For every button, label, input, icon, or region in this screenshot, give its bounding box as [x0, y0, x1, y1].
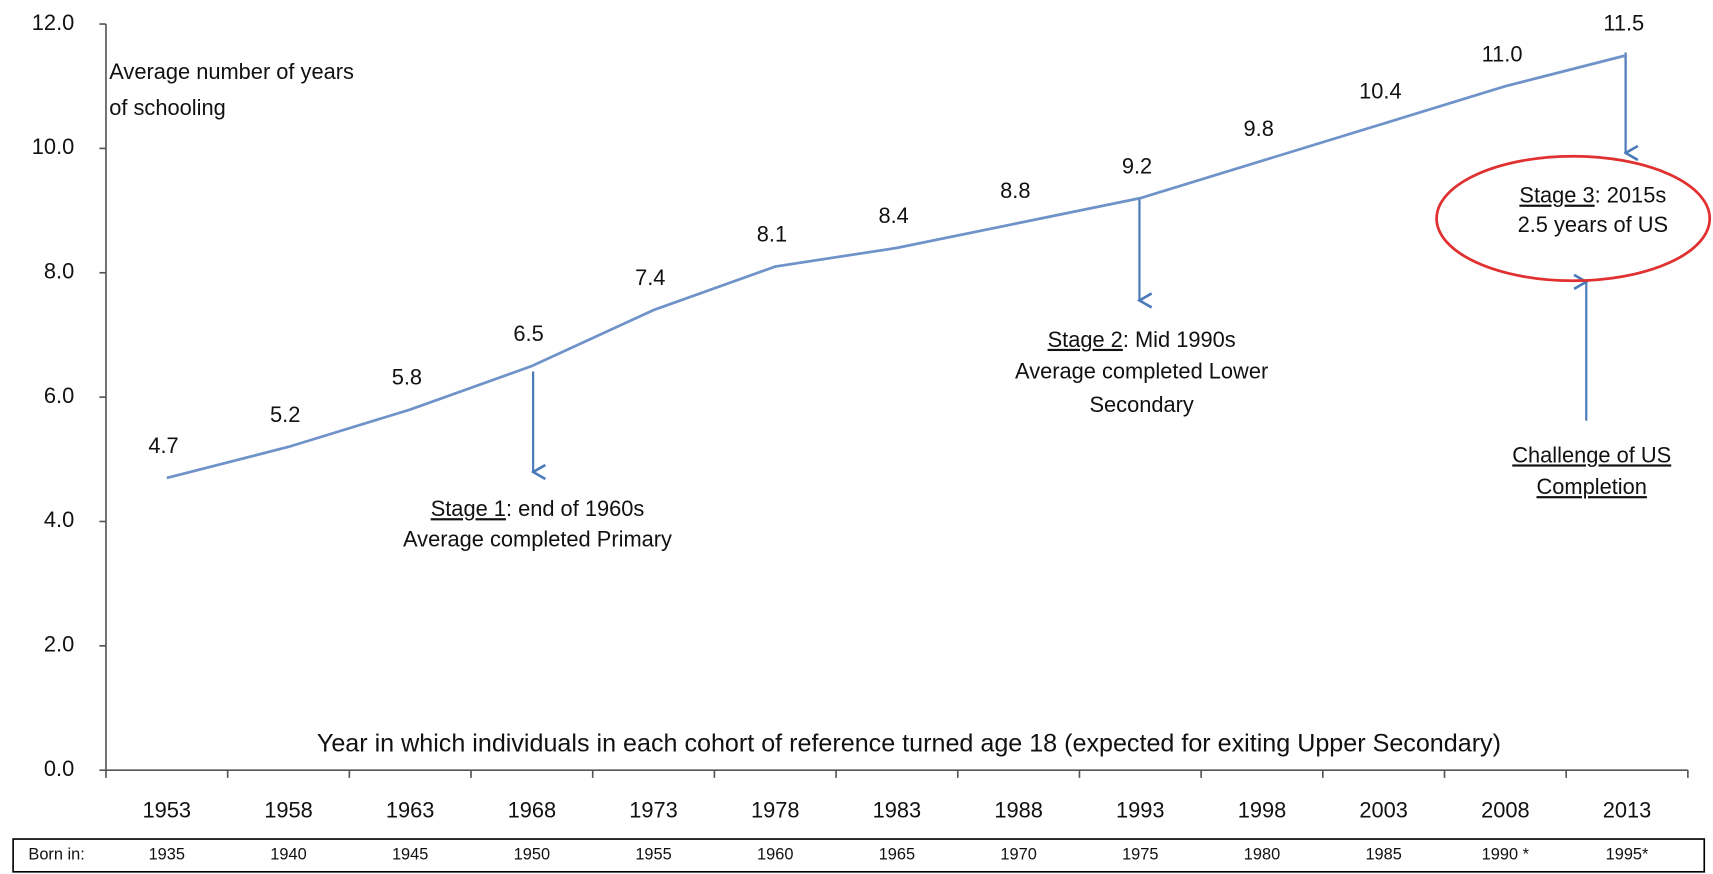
annotation-underlined: Stage 1 [431, 496, 506, 521]
highlight-ellipse [1435, 154, 1712, 283]
data-label: 5.2 [270, 402, 300, 427]
born-in-value: 1935 [149, 846, 185, 864]
x-tick-label: 1998 [1238, 797, 1287, 822]
data-label: 10.4 [1359, 79, 1401, 104]
data-label: 9.2 [1122, 153, 1152, 178]
data-label: 6.5 [513, 321, 543, 346]
y-axis-label: Average number of years of schooling [109, 59, 354, 120]
born-in-value: 1960 [757, 846, 793, 864]
x-tick-label: 2013 [1603, 797, 1652, 822]
y-tick-label: 0.0 [44, 756, 74, 781]
born-in-label: Born in: [28, 846, 84, 864]
x-tick-label: 1958 [264, 797, 313, 822]
arrows [533, 52, 1625, 472]
x-tick-label: 1953 [143, 797, 192, 822]
y-axis-label-line: of schooling [109, 95, 226, 120]
y-tick-label: 10.0 [32, 134, 74, 159]
annotation-underlined: Stage 3 [1519, 182, 1594, 207]
born-in-value: 1940 [270, 846, 306, 864]
line-series [166, 53, 1628, 480]
born-in-value: 1945 [392, 846, 428, 864]
annotation: Stage 1: end of 1960s [431, 496, 645, 521]
annotations: Stage 1: end of 1960s Average completed … [403, 182, 1671, 551]
y-tick-label: 12.0 [32, 10, 74, 35]
data-label: 8.1 [757, 222, 787, 247]
x-tick-label: 1963 [386, 797, 435, 822]
y-axis-label-line: Average number of years [109, 59, 354, 84]
annotation-text: : end of 1960s [506, 496, 644, 521]
data-label: 8.4 [878, 203, 908, 228]
born-in-box [12, 838, 1706, 873]
annotation-text: : Mid 1990s [1123, 327, 1236, 352]
x-tick-label: 2003 [1359, 797, 1408, 822]
annotation-line: Secondary [1089, 392, 1193, 417]
x-axis-label: Year in which individuals in each cohort… [317, 730, 1501, 758]
data-label: 5.8 [392, 365, 422, 390]
data-label: 7.4 [635, 265, 665, 290]
annotation: Stage 2: Mid 1990s [1048, 327, 1236, 352]
x-tick-label: 2008 [1481, 797, 1530, 822]
born-in-value: 1955 [635, 846, 671, 864]
born-in-value: 1980 [1244, 846, 1280, 864]
annotation-underlined: Stage 2 [1048, 327, 1123, 352]
born-in-value: 1985 [1365, 846, 1401, 864]
annotation-line: 2.5 years of US [1518, 212, 1668, 237]
born-in-value: 1950 [514, 846, 550, 864]
born-in-value: 1995* [1606, 846, 1649, 864]
x-tick-label: 1988 [994, 797, 1043, 822]
data-label: 4.7 [148, 433, 178, 458]
born-in-value: 1970 [1000, 846, 1036, 864]
y-tick-label: 8.0 [44, 259, 74, 284]
x-tick-label: 1983 [873, 797, 922, 822]
annotation-text: : 2015s [1595, 182, 1667, 207]
x-tick-label: 1973 [629, 797, 678, 822]
annotation-line: Average completed Lower [1015, 358, 1268, 383]
y-tick-label: 6.0 [44, 383, 74, 408]
data-label: 8.8 [1000, 178, 1030, 203]
y-tick-label: 2.0 [44, 632, 74, 657]
born-in-value: 1965 [879, 846, 915, 864]
data-label: 11.0 [1482, 41, 1523, 66]
y-tick-label: 4.0 [44, 507, 74, 532]
annotation-line: Completion [1537, 474, 1647, 499]
born-in-value: 1975 [1122, 846, 1158, 864]
x-tick-label: 1993 [1116, 797, 1165, 822]
x-tick-label: 1978 [751, 797, 800, 822]
born-in-value: 1990 * [1482, 846, 1530, 864]
annotation-line: Challenge of US [1512, 442, 1671, 467]
x-tick-label: 1968 [508, 797, 557, 822]
data-label: 11.5 [1603, 10, 1644, 35]
annotation-line: Average completed Primary [403, 527, 672, 552]
data-label: 9.8 [1244, 116, 1274, 141]
annotation: Stage 3: 2015s [1519, 182, 1666, 207]
